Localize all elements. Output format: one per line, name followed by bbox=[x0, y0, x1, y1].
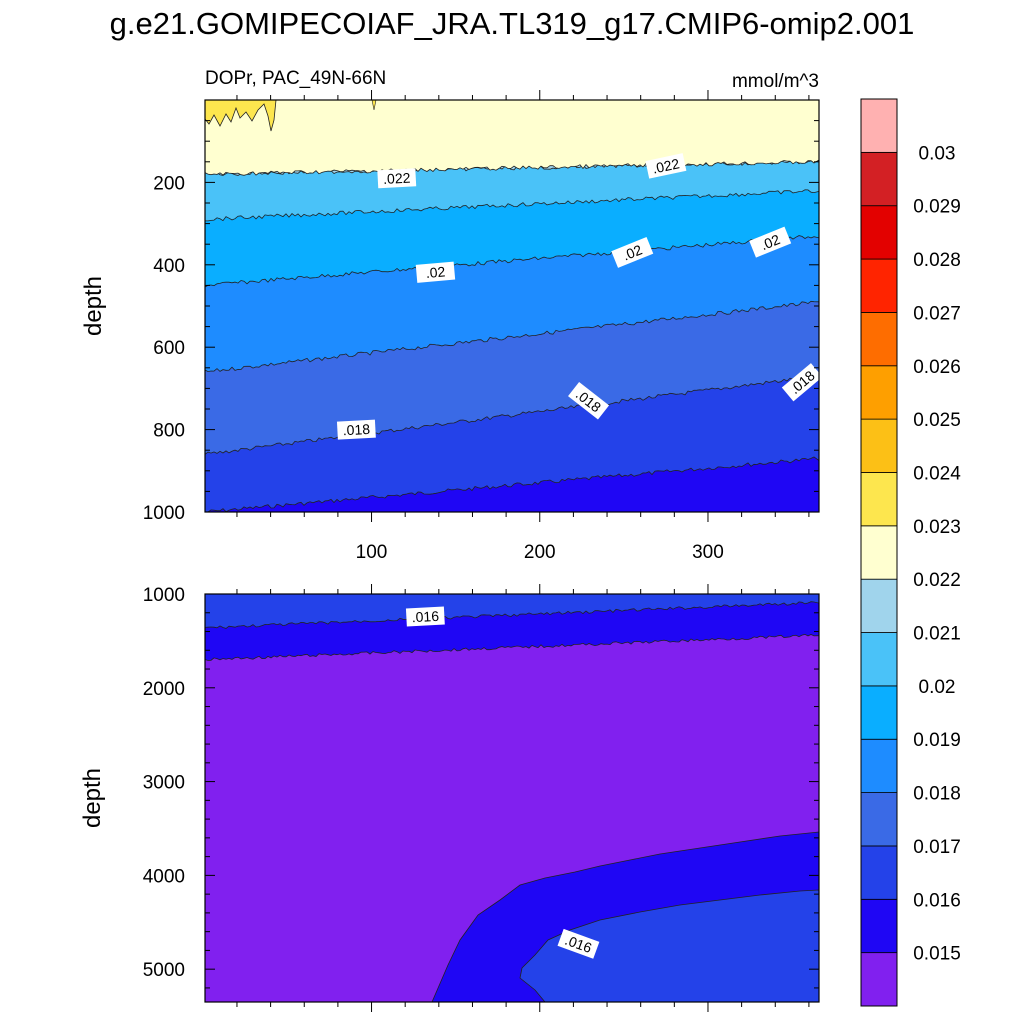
colorbar-label: 0.016 bbox=[913, 890, 961, 911]
colorbar-swatch bbox=[860, 578, 898, 633]
variable-label: DOPr, PAC_49N-66N bbox=[205, 68, 386, 89]
contour-line bbox=[205, 300, 819, 373]
contour-label-text: .022 bbox=[383, 170, 411, 187]
contour-line bbox=[205, 601, 819, 629]
contour-label: .016 bbox=[405, 606, 445, 627]
colorbar-label: 0.029 bbox=[913, 197, 961, 218]
contour-label-text: .02 bbox=[620, 241, 644, 263]
contour-label-bg bbox=[645, 153, 687, 179]
colorbar-swatch bbox=[860, 472, 898, 527]
colorbar-label: 0.017 bbox=[913, 837, 961, 858]
x-tick-label: 100 bbox=[356, 542, 388, 563]
upper-contours bbox=[205, 100, 819, 512]
colorbar-frame bbox=[860, 98, 898, 1007]
colorbar-label: 0.023 bbox=[913, 517, 961, 538]
y-tick-label: 3000 bbox=[143, 773, 185, 794]
y-tick-label: 600 bbox=[153, 338, 185, 359]
contour-label-text: .016 bbox=[411, 608, 439, 625]
lower-contours bbox=[205, 594, 819, 1002]
colorbar-swatch bbox=[860, 205, 898, 260]
contour-line bbox=[205, 189, 819, 222]
contour-label-bg bbox=[611, 236, 654, 268]
page-title: g.e21.GOMIPECOIAF_JRA.TL319_g17.CMIP6-om… bbox=[109, 6, 915, 41]
contour-band bbox=[205, 100, 819, 176]
colorbar-label: 0.018 bbox=[913, 784, 961, 805]
contour-label-text: .022 bbox=[651, 155, 681, 176]
colorbar-swatch bbox=[860, 685, 898, 740]
contour-label: .02 bbox=[749, 226, 792, 258]
contour-line bbox=[205, 159, 819, 176]
colorbar-label: 0.024 bbox=[913, 463, 961, 484]
contour-band bbox=[205, 100, 277, 132]
contour-label-bg bbox=[568, 381, 610, 420]
colorbar-label: 0.027 bbox=[913, 303, 961, 324]
colorbar-swatch bbox=[860, 365, 898, 420]
colorbar-label: 0.028 bbox=[913, 250, 961, 271]
colorbar-label: 0.026 bbox=[913, 357, 961, 378]
y-tick-label: 200 bbox=[153, 173, 185, 194]
y-tick-label: 1000 bbox=[143, 503, 185, 524]
contour-line bbox=[205, 633, 819, 661]
contour-label-text: .02 bbox=[425, 263, 446, 281]
colorbar-swatch bbox=[860, 792, 898, 847]
colorbar-swatch bbox=[860, 312, 898, 367]
contour-label-bg bbox=[415, 261, 456, 283]
contour-label-bg bbox=[405, 606, 445, 627]
lower-panel: .016 .016 1000 2000 3000 4000 5000 bbox=[143, 584, 820, 1012]
colorbar-swatch bbox=[860, 845, 898, 900]
colorbar-swatch bbox=[860, 151, 898, 207]
contour-label-bg bbox=[336, 419, 376, 440]
y-tick-label: 2000 bbox=[143, 679, 185, 700]
colorbar-label: 0.022 bbox=[913, 570, 961, 591]
contour-label-text: .018 bbox=[342, 421, 370, 438]
x-tick-label: 300 bbox=[692, 542, 724, 563]
contour-label: .02 bbox=[611, 236, 654, 268]
colorbar-swatch bbox=[860, 632, 898, 687]
colorbar-label: 0.03 bbox=[919, 143, 956, 164]
contour-band bbox=[205, 594, 819, 629]
contour-line bbox=[205, 235, 819, 288]
y-tick-label: 1000 bbox=[143, 585, 185, 606]
lower-ylabel: depth bbox=[79, 768, 106, 828]
colorbar-label: 0.019 bbox=[913, 730, 961, 751]
colorbar-swatch bbox=[860, 418, 898, 473]
colorbar-swatch bbox=[860, 952, 898, 1007]
contour-band bbox=[519, 889, 819, 1002]
contour-label: .016 bbox=[557, 928, 600, 959]
contour-label-bg bbox=[749, 226, 792, 258]
y-tick-label: 800 bbox=[153, 421, 185, 442]
contour-label: .02 bbox=[415, 261, 456, 283]
contour-label-bg bbox=[781, 363, 823, 402]
contour-label: .022 bbox=[645, 153, 687, 179]
colorbar-label: 0.02 bbox=[919, 677, 956, 698]
y-tick-label: 4000 bbox=[143, 866, 185, 887]
colorbar-swatch bbox=[860, 98, 898, 153]
colorbar-label: 0.025 bbox=[913, 410, 961, 431]
units-label: mmol/m^3 bbox=[732, 71, 819, 92]
contour-line bbox=[205, 456, 819, 512]
y-tick-label: 5000 bbox=[143, 960, 185, 981]
upper-panel: .022.022.02.02.02.018.018.01820040060080… bbox=[143, 90, 823, 563]
x-tick-label: 200 bbox=[524, 542, 556, 563]
y-tick-label: 400 bbox=[153, 256, 185, 277]
contour-label: .022 bbox=[377, 168, 417, 189]
colorbar-swatch bbox=[860, 738, 898, 793]
colorbar-label: 0.015 bbox=[913, 944, 961, 965]
colorbar-swatch bbox=[860, 258, 898, 313]
colorbar: 0.015 0.016 0.017 0.018 0.019 0.02 0.021 0.022 0… bbox=[860, 98, 961, 1007]
contour-band bbox=[371, 100, 377, 111]
colorbar-label: 0.021 bbox=[913, 624, 961, 645]
upper-ylabel: depth bbox=[80, 276, 107, 336]
contour-label-bg bbox=[557, 928, 600, 959]
contour-label: .018 bbox=[336, 419, 376, 440]
colorbar-swatch bbox=[860, 525, 898, 580]
contour-label-bg bbox=[377, 168, 417, 189]
contour-label-text: .02 bbox=[758, 231, 782, 253]
colorbar-swatch bbox=[860, 898, 898, 954]
contour-line bbox=[205, 374, 819, 455]
lower-plot-frame bbox=[204, 593, 820, 1003]
